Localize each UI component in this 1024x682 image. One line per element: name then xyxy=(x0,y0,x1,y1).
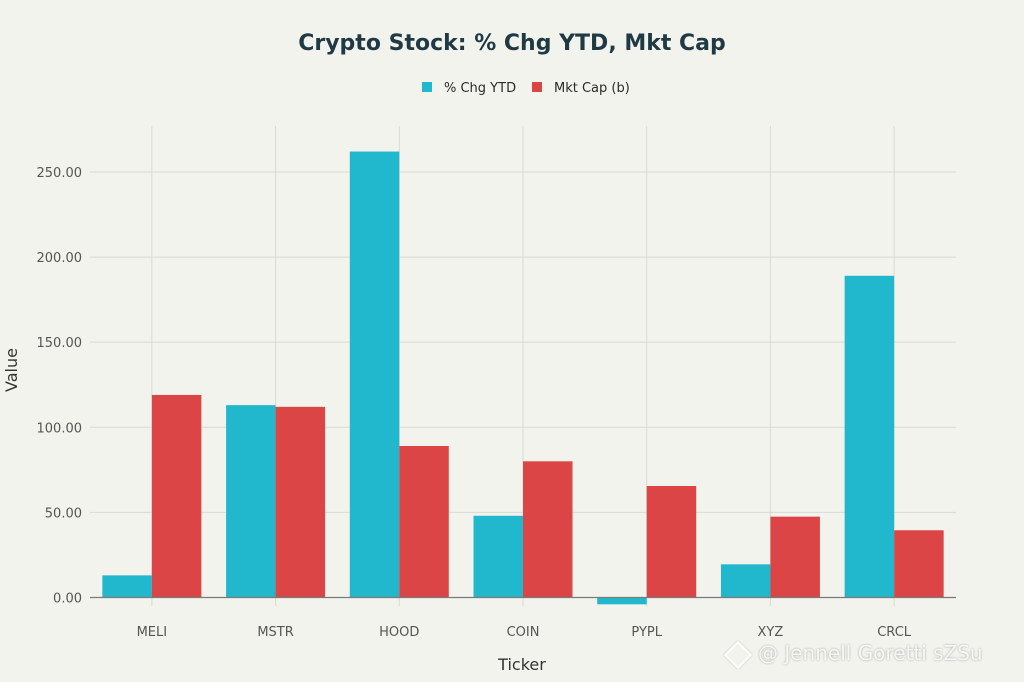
y-axis-label: Value xyxy=(2,348,21,392)
x-tick-label: PYPL xyxy=(631,625,662,640)
bar-pypl-series1 xyxy=(597,597,647,605)
bar-hood-series2 xyxy=(399,446,449,598)
legend-label-2: Mkt Cap (b) xyxy=(554,81,630,96)
bar-hood-series1 xyxy=(349,151,400,598)
x-tick-label: CRCL xyxy=(877,625,912,640)
y-tick-label: 0.00 xyxy=(53,591,82,606)
x-axis-ticks: MELI MSTR HOOD COIN PYPL XYZ CRCL xyxy=(137,625,912,640)
y-axis-ticks: 0.00 50.00 100.00 150.00 200.00 250.00 xyxy=(37,166,83,607)
bar-coin-series1 xyxy=(473,515,523,598)
x-axis-label: Ticker xyxy=(497,655,546,674)
legend: % Chg YTD Mkt Cap (b) xyxy=(422,81,630,96)
watermark-logo-icon xyxy=(723,640,753,669)
legend-label-1: % Chg YTD xyxy=(444,81,516,96)
x-tick-label: MSTR xyxy=(257,625,293,640)
bar-coin-series2 xyxy=(523,461,573,598)
legend-swatch-1 xyxy=(422,82,432,92)
bar-pypl-series2 xyxy=(646,486,697,598)
bar-crcl-series1 xyxy=(844,275,895,598)
bar-crcl-series2 xyxy=(894,530,944,598)
y-tick-label: 250.00 xyxy=(37,166,83,181)
y-tick-label: 50.00 xyxy=(45,506,82,521)
x-tick-label: MELI xyxy=(137,625,168,640)
x-tick-label: XYZ xyxy=(758,625,784,640)
bar-meli-series1 xyxy=(102,575,152,598)
legend-swatch-2 xyxy=(532,82,542,92)
bar-xyz-series2 xyxy=(770,516,820,598)
y-tick-label: 200.00 xyxy=(37,251,83,266)
watermark: @ Jennell Goretti sZSu xyxy=(723,640,983,669)
x-tick-label: COIN xyxy=(507,625,540,640)
watermark-text: @ Jennell Goretti sZSu xyxy=(758,641,983,665)
bar-xyz-series1 xyxy=(720,564,771,598)
x-tick-label: HOOD xyxy=(379,625,419,640)
bar-mstr-series2 xyxy=(275,406,326,598)
y-tick-label: 100.00 xyxy=(37,421,83,436)
y-tick-label: 150.00 xyxy=(37,336,83,351)
bar-meli-series2 xyxy=(151,394,202,598)
bars xyxy=(90,151,956,605)
bar-mstr-series1 xyxy=(226,405,276,598)
chart-title: Crypto Stock: % Chg YTD, Mkt Cap xyxy=(298,31,726,56)
